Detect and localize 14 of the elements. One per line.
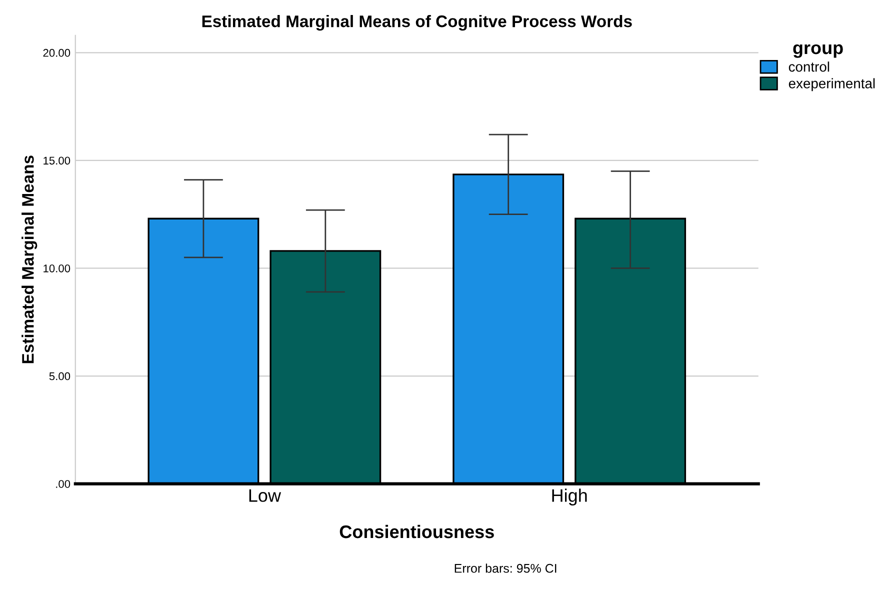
chart-title: Estimated Marginal Means of Cognitve Process Words — [202, 14, 632, 31]
text: Error bars: 95% CI — [454, 564, 556, 573]
x-tick-label: Low — [249, 489, 282, 502]
y-tick-label: 20.00 — [43, 48, 70, 57]
legend-label: control — [788, 62, 830, 72]
y-tick-label: 10.00 — [44, 264, 70, 272]
x-axis-title: Consientiousness — [340, 524, 494, 538]
y-axis-title: Estimated Marginal Means — [22, 156, 38, 364]
x-tick-label: High — [552, 488, 587, 506]
legend-title: group — [793, 44, 843, 58]
y-tick-label: 5.00 — [49, 372, 70, 380]
y-tick-label: 15.00 — [44, 156, 70, 165]
legend-label: exeperimental — [788, 78, 875, 92]
y-tick-label: .00 — [56, 480, 70, 488]
